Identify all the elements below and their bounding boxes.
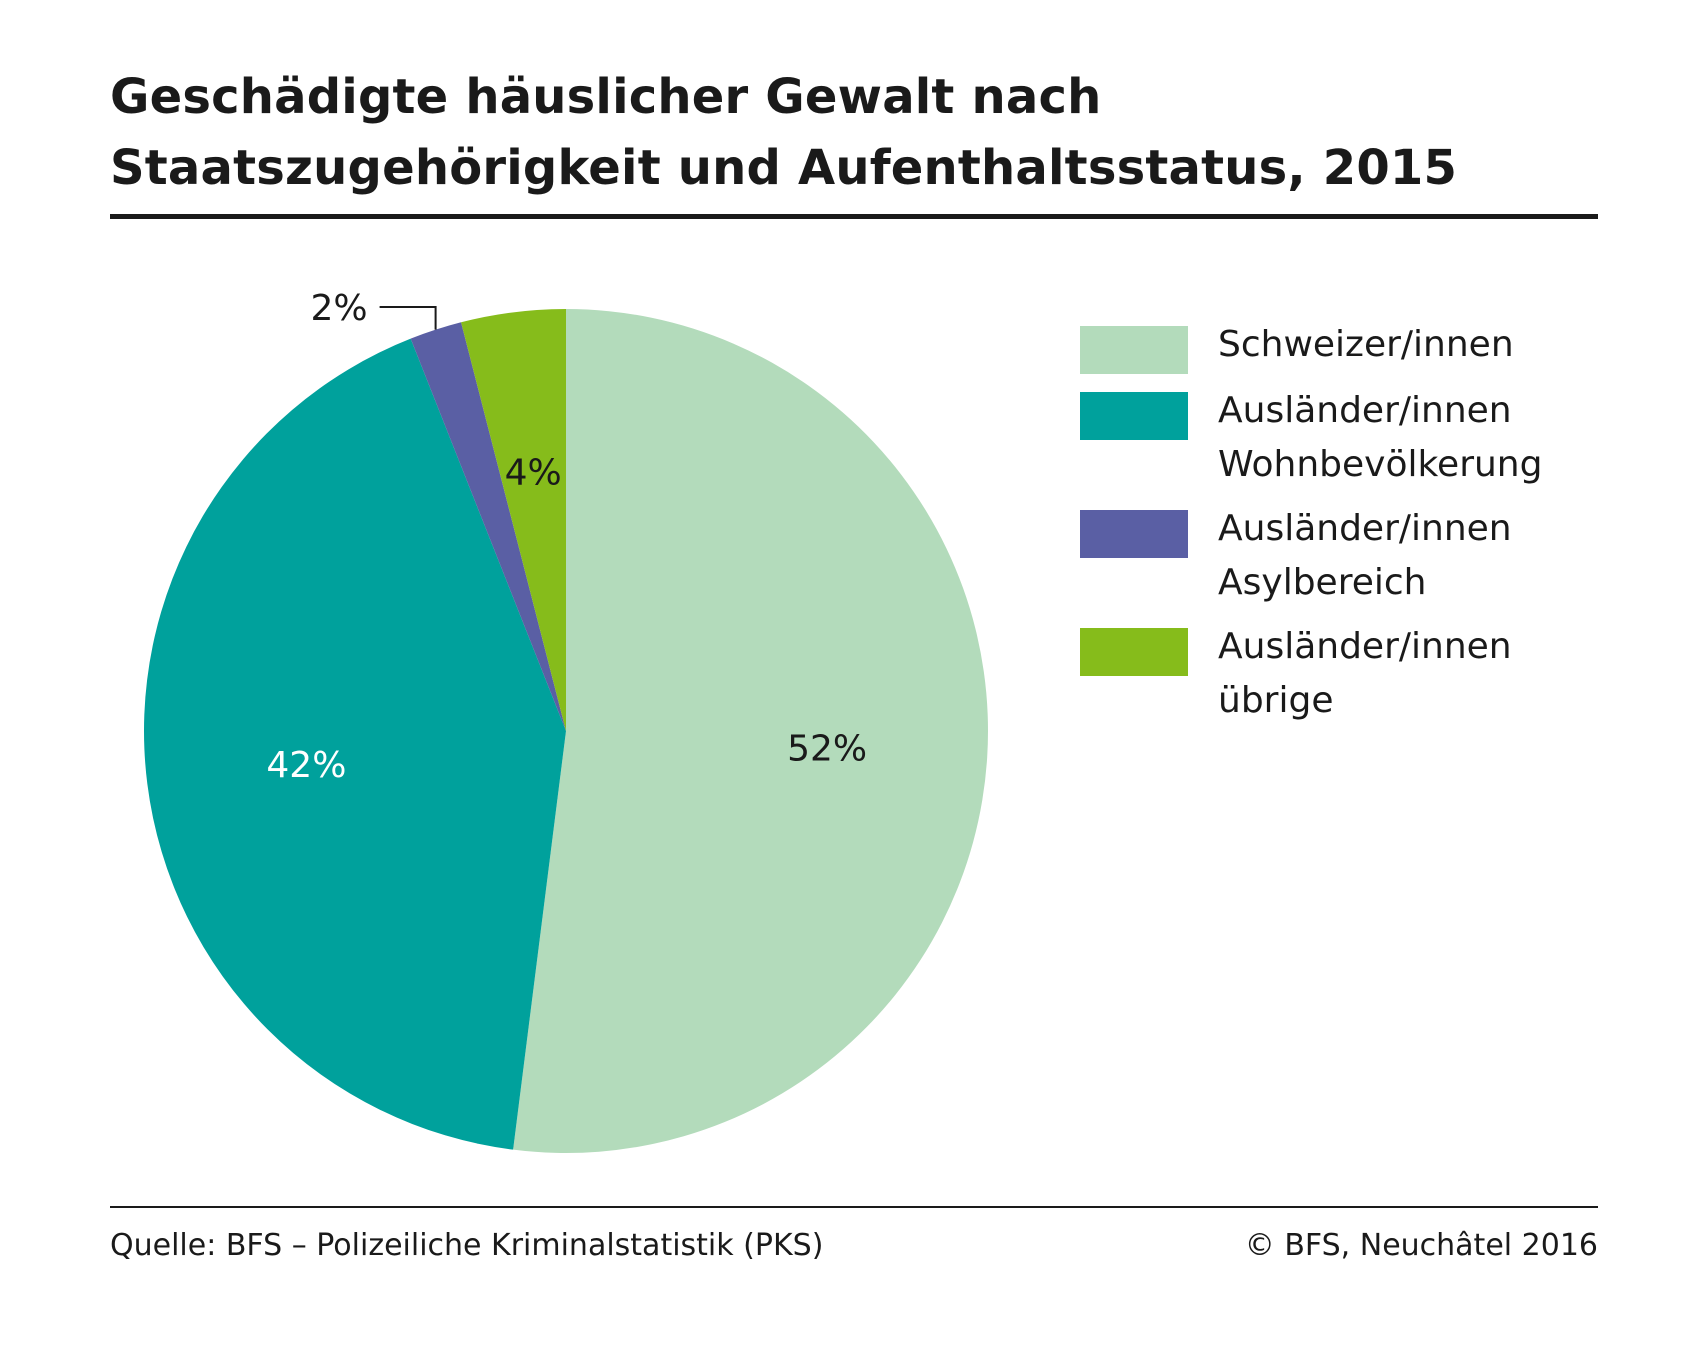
legend-label-line2: Wohnbevölkerung: [1218, 444, 1543, 485]
chart-title-line1: Geschädigte häuslicher Gewalt nach: [110, 69, 1102, 125]
legend-label-line2: Asylbereich: [1218, 562, 1427, 603]
label-asylbereich: 2%: [310, 288, 367, 329]
leader-line-asylbereich: [379, 306, 437, 330]
source-note: Quelle: BFS – Polizeiliche Kriminalstati…: [110, 1228, 824, 1263]
legend-label: Schweizer/innen: [1218, 318, 1514, 372]
legend-label-line1: Ausländer/innen: [1218, 390, 1512, 431]
label-schweizer: 52%: [787, 728, 867, 769]
copyright-note: © BFS, Neuchâtel 2016: [1244, 1228, 1598, 1263]
chart-title: Geschädigte häuslicher Gewalt nach Staat…: [110, 62, 1610, 204]
bottom-rule: [110, 1206, 1598, 1208]
slice-schweizer: [513, 308, 989, 1153]
legend-swatch: [1080, 510, 1188, 558]
legend-label-line1: Ausländer/innen: [1218, 626, 1512, 667]
legend-label-line1: Schweizer/innen: [1218, 324, 1514, 365]
slice-wohnbevoelkerung: [144, 338, 566, 1150]
slice-uebrige: [461, 309, 566, 731]
label-uebrige: 4%: [505, 452, 562, 493]
legend-label-line1: Ausländer/innen: [1218, 508, 1512, 549]
slice-asylbereich: [410, 322, 566, 731]
legend-label: Ausländer/innen übrige: [1218, 620, 1512, 728]
legend-label: Ausländer/innen Wohnbevölkerung: [1218, 384, 1542, 492]
legend-swatch: [1080, 326, 1188, 374]
legend-swatch: [1080, 628, 1188, 676]
label-wohnbevoelkerung: 42%: [266, 745, 346, 786]
chart-title-line2: Staatszugehörigkeit und Aufenthaltsstatu…: [110, 140, 1458, 196]
legend-swatch: [1080, 392, 1188, 440]
legend-label: Ausländer/innen Asylbereich: [1218, 502, 1512, 610]
top-rule: [110, 214, 1598, 219]
legend-label-line2: übrige: [1218, 680, 1334, 721]
